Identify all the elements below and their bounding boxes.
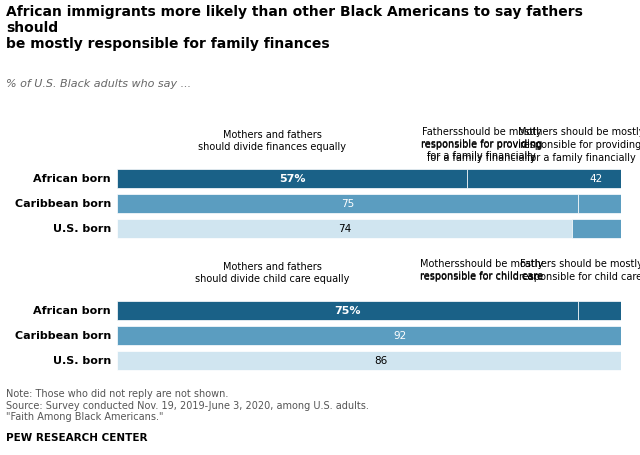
Text: Fathers should be mostly: Fathers should be mostly <box>520 259 640 269</box>
Text: U.S. born: U.S. born <box>52 224 111 233</box>
Text: Caribbean born: Caribbean born <box>15 331 111 340</box>
Text: 42: 42 <box>589 174 603 183</box>
Bar <box>117 351 640 370</box>
Bar <box>117 194 578 213</box>
Bar <box>117 326 640 345</box>
Text: Mothers should be mostly: Mothers should be mostly <box>518 127 640 137</box>
Text: Note: Those who did not reply are not shown.
Source: Survey conducted Nov. 19, 2: Note: Those who did not reply are not sh… <box>6 389 369 422</box>
Text: African immigrants more likely than other Black Americans to say fathers should
: African immigrants more likely than othe… <box>6 5 583 51</box>
Text: 75: 75 <box>340 199 354 208</box>
Text: 24: 24 <box>639 224 640 233</box>
Text: Fathers should be mostly
responsible for providing
for a family financially: Fathers should be mostly responsible for… <box>0 454 1 455</box>
Text: Mothers: Mothers <box>0 454 1 455</box>
Text: % of U.S. Black adults who say ...: % of U.S. Black adults who say ... <box>6 79 191 89</box>
Text: PEW RESEARCH CENTER: PEW RESEARCH CENTER <box>6 434 148 443</box>
Text: responsible for providing: responsible for providing <box>520 140 640 150</box>
Text: responsible for child care: responsible for child care <box>420 272 543 282</box>
Bar <box>117 169 467 188</box>
Text: Mothersshould be mostly
responsible for child care: Mothersshould be mostly responsible for … <box>420 259 543 281</box>
Text: for a family financially: for a family financially <box>527 153 636 163</box>
Text: Fathers: Fathers <box>0 454 1 455</box>
Text: African born: African born <box>33 306 111 315</box>
Bar <box>572 219 640 238</box>
Text: African born: African born <box>33 174 111 183</box>
Text: Fathersshould be mostly
responsible for providing
for a family financially: Fathersshould be mostly responsible for … <box>421 127 542 161</box>
Text: responsible for child care: responsible for child care <box>520 272 640 282</box>
Bar <box>578 301 640 320</box>
Text: 75%: 75% <box>334 306 361 315</box>
Text: Mothers should be mostly
responsible for child care: Mothers should be mostly responsible for… <box>0 454 1 455</box>
Bar <box>117 301 578 320</box>
Text: for a family financially: for a family financially <box>427 153 536 163</box>
Text: responsible for providing: responsible for providing <box>421 140 542 150</box>
Text: 86: 86 <box>374 356 388 365</box>
Text: Mothers and fathers
should divide finances equally: Mothers and fathers should divide financ… <box>198 130 346 152</box>
Bar <box>578 194 640 213</box>
Text: U.S. born: U.S. born <box>52 356 111 365</box>
Text: Mothers and fathers
should divide child care equally: Mothers and fathers should divide child … <box>195 262 349 284</box>
Text: 57%: 57% <box>279 174 305 183</box>
Text: 74: 74 <box>338 224 351 233</box>
Bar <box>467 169 640 188</box>
Text: Caribbean born: Caribbean born <box>15 199 111 208</box>
Text: 92: 92 <box>393 331 406 340</box>
Bar <box>117 219 572 238</box>
